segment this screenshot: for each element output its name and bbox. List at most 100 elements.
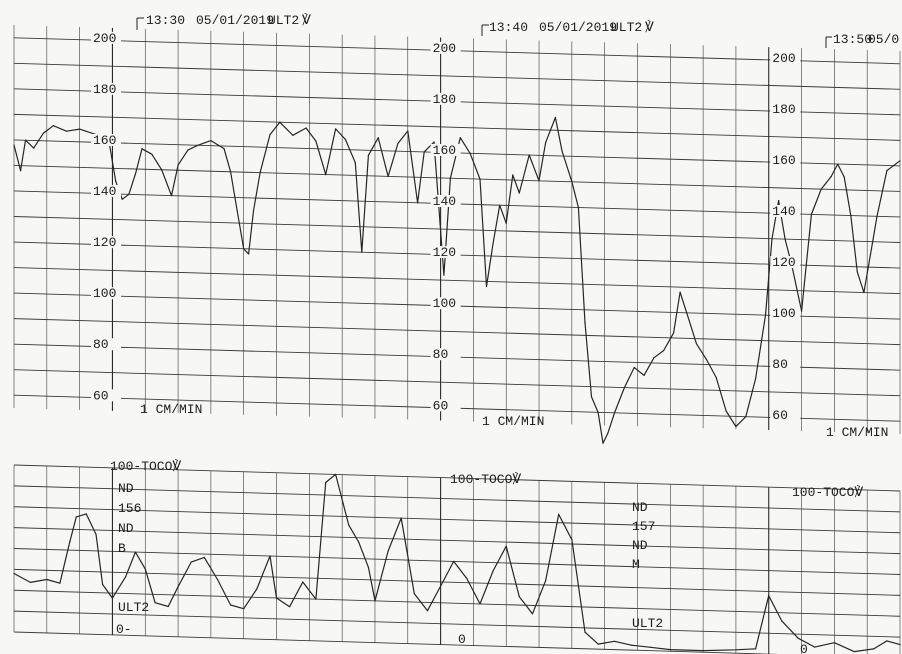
paper-speed-label-1: 1 CM/MIN — [140, 402, 202, 417]
toco-point — [886, 640, 888, 642]
fhr-point — [315, 140, 317, 142]
toco-point — [95, 533, 97, 535]
fhr-point — [361, 251, 363, 253]
toco-gridline — [13, 568, 901, 596]
fhr-tick-label: 80 — [93, 337, 109, 352]
fhr-point — [545, 142, 547, 144]
fhr-tick-label: 60 — [93, 388, 109, 403]
fhr-tick-bg — [430, 195, 461, 208]
toco-point — [545, 580, 547, 582]
toco-point — [374, 600, 376, 602]
fhr-tick-labels: 200 180 160 140 120 100 80 60 200 180 160 140 120 100… — [91, 31, 801, 423]
fhr-point — [170, 195, 173, 197]
fhr-tick-bg — [430, 246, 461, 259]
fhr-point — [417, 202, 419, 204]
fhr-point — [518, 192, 520, 194]
fhr-tick-label: 100 — [93, 286, 116, 301]
toco-gridline — [13, 506, 901, 534]
fhr-point — [354, 162, 356, 164]
toco-point — [669, 649, 671, 651]
toco-point — [335, 473, 337, 475]
fhr-point — [725, 410, 727, 412]
toco-point — [873, 648, 875, 650]
fhr-gridline — [13, 62, 901, 90]
fhr-point — [20, 170, 22, 172]
annotation-right-mode: ULT2 — [632, 616, 663, 631]
toco-point — [755, 648, 757, 650]
toco-point — [518, 596, 520, 598]
annotation-left-line-2: 156 — [118, 501, 141, 516]
toco-gridline — [13, 527, 901, 555]
fhr-point — [177, 164, 179, 166]
toco-point — [630, 644, 632, 646]
toco-point — [289, 606, 291, 608]
fhr-point — [151, 153, 153, 155]
fhr-tick-bg — [430, 41, 461, 54]
fhr-point — [715, 376, 717, 379]
time-marker-2-mark: ℣ — [645, 20, 654, 35]
fhr-gridline — [13, 216, 901, 243]
fhr-point — [443, 274, 445, 276]
fhr-tick-label: 80 — [433, 347, 449, 362]
fhr-tick-bg — [430, 399, 461, 412]
toco-point — [833, 642, 836, 644]
fhr-point — [538, 180, 540, 182]
fhr-point — [449, 177, 451, 179]
toco-point — [853, 651, 855, 653]
toco-point — [144, 568, 146, 570]
time-marker-1: 13:30 05/01/2019 ULT2 ℣ — [136, 13, 311, 30]
annotation-left-line-3: ND — [118, 521, 134, 536]
toco-point — [13, 572, 15, 575]
fhr-point — [230, 171, 232, 173]
fhr-tick-bg — [91, 31, 122, 44]
toco-point — [387, 550, 389, 552]
fhr-point — [13, 144, 15, 146]
time-marker-2-mode: ULT2 — [611, 20, 642, 35]
fhr-point — [505, 222, 507, 224]
fhr-point — [397, 142, 399, 145]
fhr-point — [820, 188, 822, 190]
toco-point — [216, 578, 219, 581]
fhr-point — [602, 442, 604, 444]
fhr-tick-label: 180 — [772, 102, 795, 117]
toco-point — [367, 566, 369, 568]
fhr-point — [512, 174, 514, 176]
fhr-tick-label: 160 — [772, 153, 795, 168]
toco-gridline — [13, 485, 901, 513]
fhr-point — [653, 357, 655, 359]
fhr-point — [459, 137, 461, 139]
toco-point — [426, 610, 429, 612]
toco-point — [797, 637, 799, 639]
fhr-point — [577, 206, 580, 209]
toco-trace — [13, 473, 901, 653]
time-marker-2-date: 05/01/2019 — [539, 20, 617, 35]
toco-point — [275, 597, 278, 599]
fhr-point — [830, 176, 832, 178]
annotation-right-line-3: ND — [632, 538, 648, 553]
time-marker-2-time: 13:40 — [489, 20, 528, 35]
fhr-tick-label: 180 — [433, 92, 456, 107]
toco-point — [505, 545, 507, 547]
toco-point — [167, 605, 169, 608]
fhr-point — [485, 285, 488, 288]
fhr-point — [469, 152, 471, 154]
toco-point — [453, 560, 455, 563]
fhr-point — [686, 312, 688, 314]
toco-point — [400, 517, 402, 519]
toco-point — [584, 631, 586, 633]
fhr-point — [863, 291, 865, 294]
fhr-point — [292, 134, 294, 136]
toco-point — [358, 541, 360, 543]
fhr-point — [52, 125, 55, 127]
fhr-point — [269, 134, 271, 136]
fhr-point — [65, 130, 68, 132]
fhr-point — [561, 150, 563, 152]
toco-point — [899, 644, 901, 646]
toco-point — [348, 524, 350, 526]
fhr-tick-bg — [770, 102, 801, 115]
fhr-point — [856, 271, 858, 273]
fhr-point — [554, 116, 557, 119]
fhr-tick-label: 160 — [93, 133, 116, 148]
fhr-tick-bg — [430, 348, 461, 361]
fhr-point — [479, 178, 481, 180]
